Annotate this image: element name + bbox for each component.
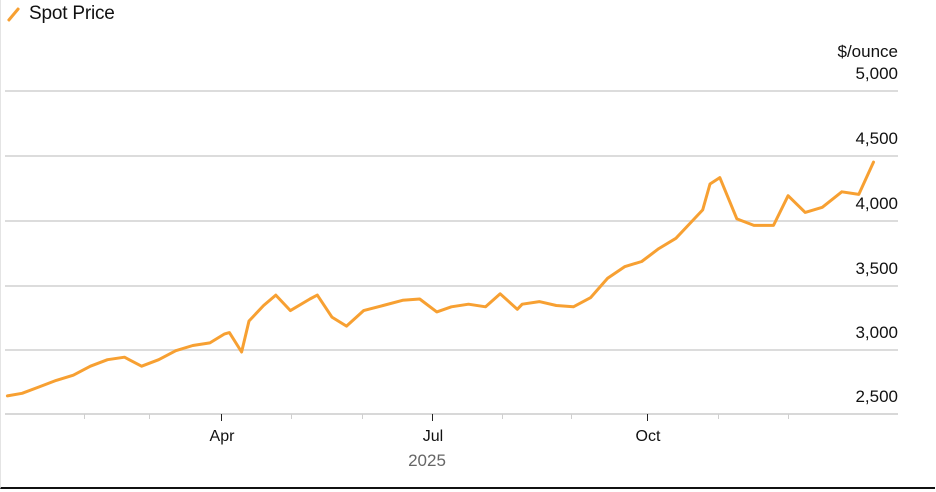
spot-price-line: [5, 160, 875, 398]
legend-label: Spot Price: [29, 3, 115, 24]
gridline-3000: [5, 349, 898, 351]
y-tick-label: 5,000: [855, 64, 898, 83]
x-tick-label-jul: Jul: [422, 428, 444, 445]
x-minor-tick: [149, 414, 150, 419]
x-minor-tick: [788, 414, 789, 419]
x-major-tick: [221, 414, 222, 421]
x-major-tick: [647, 414, 648, 421]
gridline-4500: [5, 155, 898, 157]
y-tick-label: 4,000: [855, 194, 898, 213]
x-tick-label-apr: Apr: [209, 428, 235, 445]
y-tick-label: 4,500: [855, 129, 898, 148]
y-tick-label: 3,000: [855, 323, 898, 342]
gridline-5000: [5, 90, 898, 92]
x-minor-tick: [571, 414, 572, 419]
gridline-3500: [5, 285, 898, 287]
y-tick-label: 2,500: [855, 387, 898, 406]
x-minor-tick: [502, 414, 503, 419]
x-major-tick: [432, 414, 433, 421]
x-minor-tick: [718, 414, 719, 419]
y-axis-unit: $/ounce: [837, 42, 899, 61]
x-tick-label-oct: Oct: [635, 428, 661, 445]
x-axis-line: [5, 413, 898, 415]
x-minor-tick: [291, 414, 292, 419]
x-minor-tick: [84, 414, 85, 419]
legend: Spot Price: [6, 3, 115, 25]
x-minor-tick: [362, 414, 363, 419]
gridline-4000: [5, 220, 898, 222]
x-year-label: 2025: [408, 451, 446, 470]
y-tick-label: 3,500: [855, 259, 898, 278]
